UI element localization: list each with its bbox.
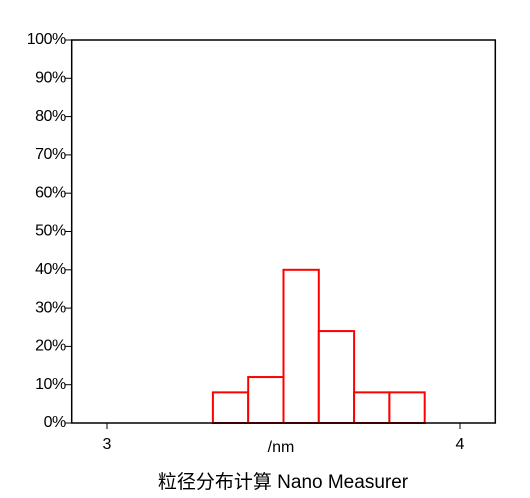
bar bbox=[353, 391, 391, 424]
x-tick-label: 3 bbox=[103, 436, 112, 453]
y-tick-label: 10% bbox=[35, 376, 66, 393]
x-tick-label: 4 bbox=[456, 436, 465, 453]
bar bbox=[317, 330, 356, 424]
y-tick-label: 100% bbox=[27, 31, 66, 48]
y-tick-label: 0% bbox=[44, 414, 66, 431]
y-tick-label: 50% bbox=[35, 223, 66, 240]
y-tick-label: 90% bbox=[35, 70, 66, 87]
y-tick-label: 60% bbox=[35, 184, 66, 201]
y-tick-label: 40% bbox=[35, 261, 66, 278]
y-tick-label: 70% bbox=[35, 146, 66, 163]
caption: 粒径分布计算 Nano Measurer bbox=[158, 471, 409, 493]
y-tick-label: 30% bbox=[35, 299, 66, 316]
x-axis-label: /nm bbox=[268, 439, 295, 456]
bar bbox=[211, 391, 250, 424]
y-tick-label: 80% bbox=[35, 108, 66, 125]
bar bbox=[388, 391, 426, 424]
y-tick-label: 20% bbox=[35, 338, 66, 355]
bar bbox=[282, 268, 320, 424]
bar bbox=[247, 376, 285, 425]
